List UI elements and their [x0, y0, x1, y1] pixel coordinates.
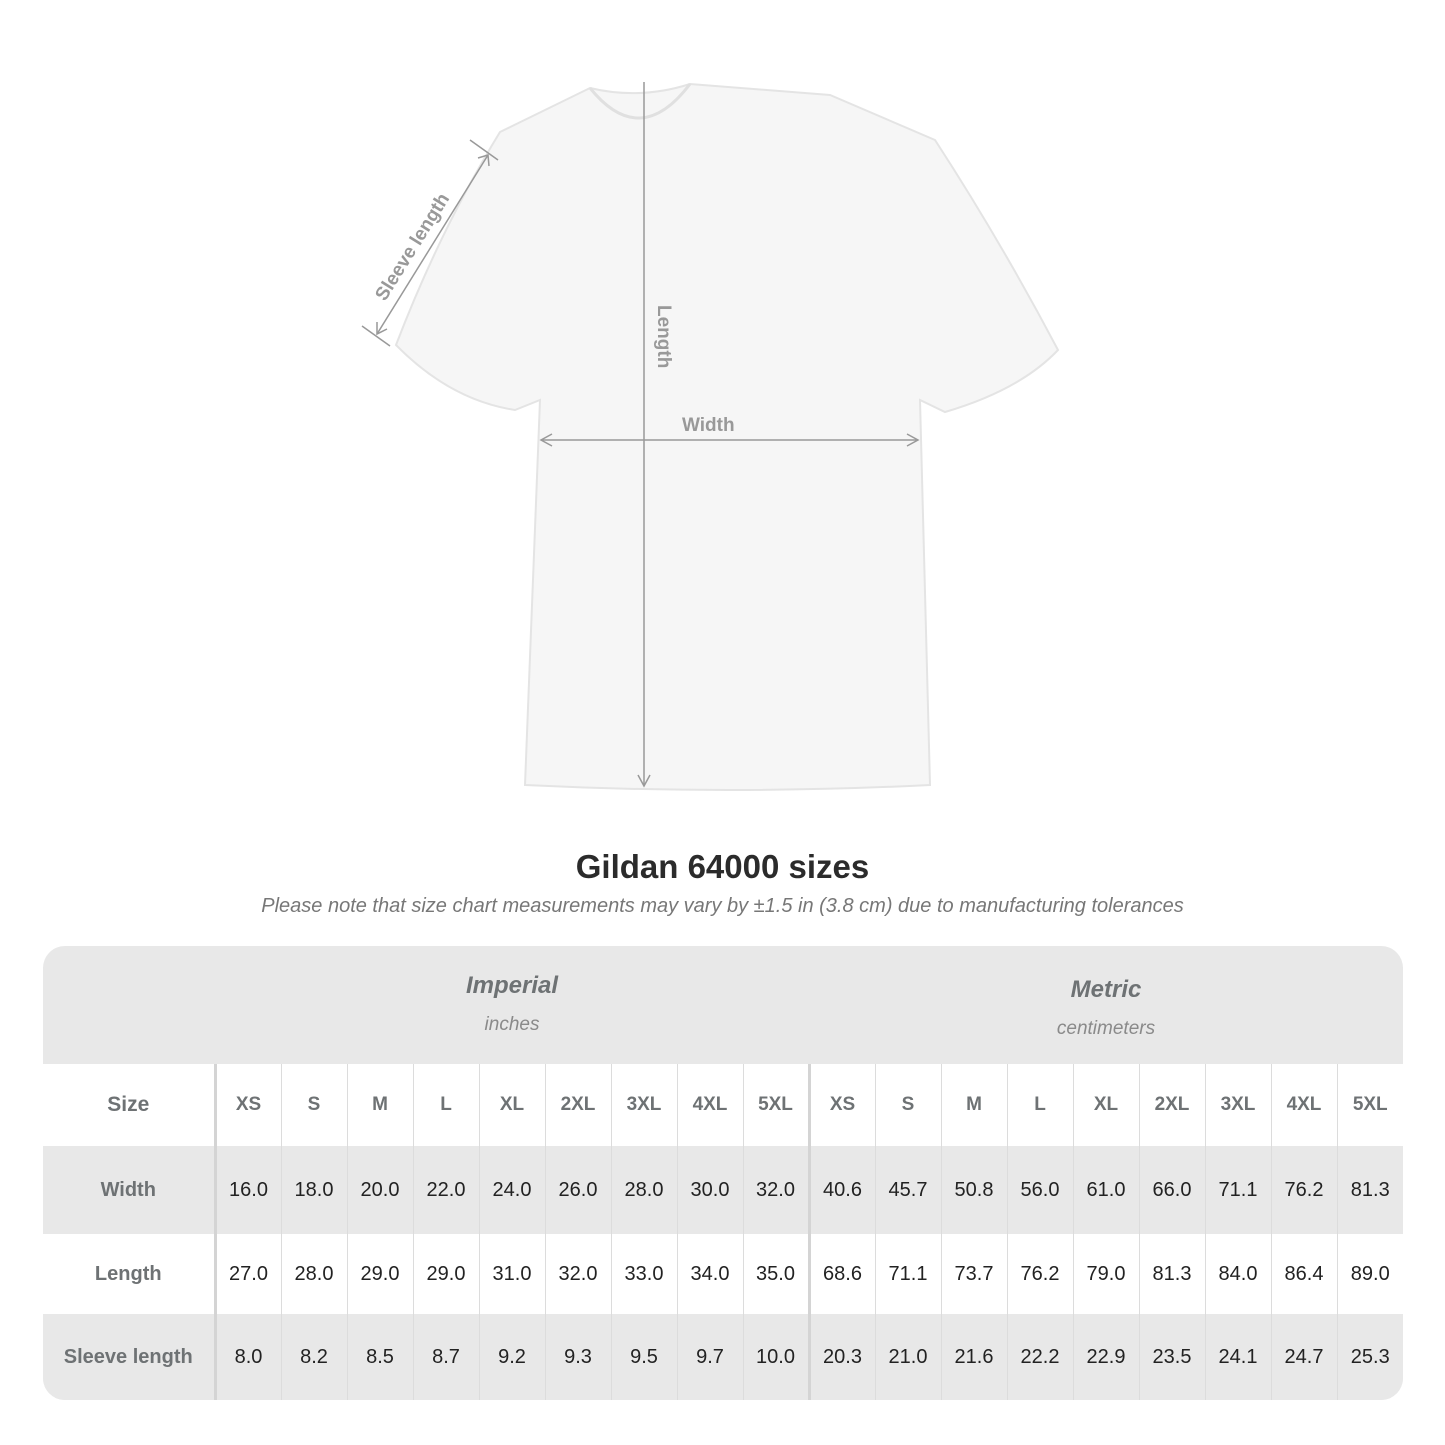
- imperial-cell: 8.0: [214, 1314, 281, 1400]
- imperial-cell: 10.0: [742, 1314, 809, 1400]
- imperial-cell: 9.7: [676, 1314, 743, 1400]
- metric-cell: 84.0: [1204, 1234, 1271, 1314]
- metric-cell: 71.1: [1204, 1146, 1271, 1234]
- row-label: Sleeve length: [43, 1314, 217, 1400]
- metric-cell: 22.2: [1006, 1314, 1073, 1400]
- metric-cell: 73.7: [940, 1234, 1007, 1314]
- table-row: Length 27.0 28.0 29.0 29.0 31.0 32.0 33.0 34.0 35…: [43, 1234, 1403, 1314]
- metric-size-header: L: [1006, 1064, 1073, 1146]
- row-label: Length: [43, 1234, 217, 1314]
- imperial-size-header: 3XL: [610, 1064, 677, 1146]
- metric-cell: 45.7: [874, 1146, 941, 1234]
- metric-cell: 25.3: [1336, 1314, 1403, 1400]
- imperial-cell: 16.0: [214, 1146, 281, 1234]
- row-label: Size: [43, 1064, 217, 1146]
- imperial-size-header: S: [280, 1064, 347, 1146]
- imperial-header: Imperial inches: [465, 972, 559, 1035]
- metric-cell: 23.5: [1138, 1314, 1205, 1400]
- metric-header: Metric centimeters: [1056, 976, 1156, 1039]
- imperial-size-header: M: [346, 1064, 413, 1146]
- metric-cell: 79.0: [1072, 1234, 1139, 1314]
- metric-size-header: S: [874, 1064, 941, 1146]
- imperial-cell: 32.0: [544, 1234, 611, 1314]
- tshirt-diagram: Sleeve length Length Width: [361, 82, 1060, 791]
- imperial-cell: 9.5: [610, 1314, 677, 1400]
- imperial-cell: 9.2: [478, 1314, 545, 1400]
- metric-cell: 50.8: [940, 1146, 1007, 1234]
- imperial-cell: 28.0: [280, 1234, 347, 1314]
- size-chart-table: Imperial inches Metric centimeters Size X…: [43, 946, 1403, 1400]
- imperial-size-header: L: [412, 1064, 479, 1146]
- imperial-cell: 27.0: [214, 1234, 281, 1314]
- metric-size-header: 5XL: [1336, 1064, 1403, 1146]
- imperial-cell: 29.0: [346, 1234, 413, 1314]
- metric-cell: 21.6: [940, 1314, 1007, 1400]
- metric-size-header: 2XL: [1138, 1064, 1205, 1146]
- metric-size-header: 3XL: [1204, 1064, 1271, 1146]
- metric-cell: 76.2: [1270, 1146, 1337, 1234]
- imperial-size-header: XS: [214, 1064, 281, 1146]
- imperial-cell: 30.0: [676, 1146, 743, 1234]
- imperial-cell: 35.0: [742, 1234, 809, 1314]
- page-title: Gildan 64000 sizes: [575, 848, 870, 885]
- metric-cell: 20.3: [807, 1314, 875, 1400]
- tolerance-note: Please note that size chart measurements…: [261, 895, 1184, 917]
- imperial-cell: 29.0: [412, 1234, 479, 1314]
- row-label: Width: [43, 1146, 217, 1234]
- metric-cell: 89.0: [1336, 1234, 1403, 1314]
- imperial-size-header: XL: [478, 1064, 545, 1146]
- imperial-cell: 18.0: [280, 1146, 347, 1234]
- metric-cell: 66.0: [1138, 1146, 1205, 1234]
- imperial-cell: 8.2: [280, 1314, 347, 1400]
- sleeve-arrow: [376, 154, 489, 335]
- metric-size-header: XS: [807, 1064, 875, 1146]
- size-table: Size XS S M L XL 2XL 3XL 4XL 5XL XS S M L XL 2XL 3XL 4XL 5…: [43, 1064, 1403, 1400]
- imperial-cell: 20.0: [346, 1146, 413, 1234]
- metric-cell: 21.0: [874, 1314, 941, 1400]
- imperial-cell: 28.0: [610, 1146, 677, 1234]
- imperial-cell: 33.0: [610, 1234, 677, 1314]
- imperial-cell: 24.0: [478, 1146, 545, 1234]
- size-row: Size XS S M L XL 2XL 3XL 4XL 5XL XS S M L XL 2XL 3XL 4XL 5…: [43, 1064, 1403, 1146]
- metric-cell: 76.2: [1006, 1234, 1073, 1314]
- imperial-cell: 34.0: [676, 1234, 743, 1314]
- imperial-cell: 22.0: [412, 1146, 479, 1234]
- metric-size-header: M: [940, 1064, 1007, 1146]
- table-row: Sleeve length 8.0 8.2 8.5 8.7 9.2 9.3 9.5 9.7 10.…: [43, 1314, 1403, 1400]
- table-row: Width 16.0 18.0 20.0 22.0 24.0 26.0 28.0 30.0 32.…: [43, 1146, 1403, 1234]
- metric-cell: 24.1: [1204, 1314, 1271, 1400]
- metric-cell: 22.9: [1072, 1314, 1139, 1400]
- length-label: Length: [653, 305, 674, 368]
- metric-cell: 56.0: [1006, 1146, 1073, 1234]
- imperial-size-header: 2XL: [544, 1064, 611, 1146]
- imperial-cell: 32.0: [742, 1146, 809, 1234]
- imperial-cell: 26.0: [544, 1146, 611, 1234]
- imperial-size-header: 4XL: [676, 1064, 743, 1146]
- metric-cell: 61.0: [1072, 1146, 1139, 1234]
- imperial-cell: 8.5: [346, 1314, 413, 1400]
- metric-size-header: 4XL: [1270, 1064, 1337, 1146]
- imperial-cell: 31.0: [478, 1234, 545, 1314]
- collar: [588, 83, 692, 120]
- metric-size-header: XL: [1072, 1064, 1139, 1146]
- imperial-cell: 8.7: [412, 1314, 479, 1400]
- width-label: Width: [682, 415, 735, 436]
- metric-cell: 71.1: [874, 1234, 941, 1314]
- metric-cell: 68.6: [807, 1234, 875, 1314]
- imperial-cell: 9.3: [544, 1314, 611, 1400]
- metric-cell: 81.3: [1138, 1234, 1205, 1314]
- metric-cell: 24.7: [1270, 1314, 1337, 1400]
- metric-cell: 81.3: [1336, 1146, 1403, 1234]
- tshirt-shape: [394, 82, 1060, 791]
- metric-cell: 40.6: [807, 1146, 875, 1234]
- imperial-size-header: 5XL: [742, 1064, 809, 1146]
- metric-cell: 86.4: [1270, 1234, 1337, 1314]
